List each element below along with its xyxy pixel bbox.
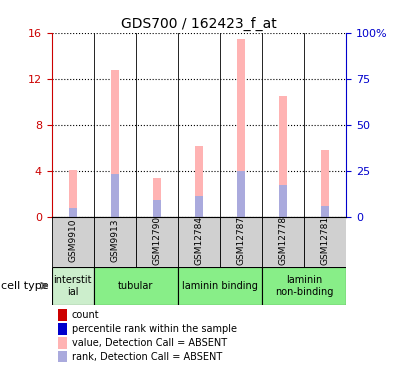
Bar xyxy=(322,206,329,217)
Text: tubular: tubular xyxy=(118,281,154,291)
Text: percentile rank within the sample: percentile rank within the sample xyxy=(72,324,237,334)
Bar xyxy=(111,174,119,217)
Bar xyxy=(220,217,262,266)
Bar xyxy=(52,266,94,305)
Bar xyxy=(262,266,346,305)
Text: laminin binding: laminin binding xyxy=(182,281,258,291)
Bar xyxy=(136,217,178,266)
Bar xyxy=(153,178,161,217)
Text: rank, Detection Call = ABSENT: rank, Detection Call = ABSENT xyxy=(72,352,222,362)
Bar xyxy=(58,351,67,362)
Bar xyxy=(178,217,220,266)
Bar xyxy=(52,217,94,266)
Bar xyxy=(69,170,76,217)
Bar xyxy=(304,217,346,266)
Bar xyxy=(69,208,76,217)
Text: interstit
ial: interstit ial xyxy=(53,275,92,296)
Text: GSM9913: GSM9913 xyxy=(110,219,119,262)
Text: GSM9910: GSM9910 xyxy=(68,219,77,262)
Bar xyxy=(58,323,67,335)
Bar xyxy=(279,184,287,217)
Text: count: count xyxy=(72,310,100,320)
Bar xyxy=(111,70,119,217)
Text: value, Detection Call = ABSENT: value, Detection Call = ABSENT xyxy=(72,338,227,348)
Bar xyxy=(279,96,287,217)
Text: GSM12784: GSM12784 xyxy=(195,216,203,265)
Bar xyxy=(262,217,304,266)
Text: GSM12787: GSM12787 xyxy=(236,216,246,265)
Text: GSM12781: GSM12781 xyxy=(321,216,330,265)
Bar xyxy=(94,217,136,266)
Text: GSM12778: GSM12778 xyxy=(279,216,288,265)
Bar xyxy=(58,310,67,321)
Text: GSM12790: GSM12790 xyxy=(152,216,162,265)
Text: laminin
non-binding: laminin non-binding xyxy=(275,275,334,296)
Bar xyxy=(195,146,203,217)
Bar xyxy=(237,39,245,217)
Title: GDS700 / 162423_f_at: GDS700 / 162423_f_at xyxy=(121,16,277,30)
Bar xyxy=(94,266,178,305)
Bar xyxy=(237,171,245,217)
Text: cell type: cell type xyxy=(1,281,49,291)
Bar xyxy=(322,150,329,217)
Bar xyxy=(195,196,203,217)
Bar xyxy=(178,266,262,305)
Bar xyxy=(58,337,67,348)
Bar xyxy=(153,199,161,217)
